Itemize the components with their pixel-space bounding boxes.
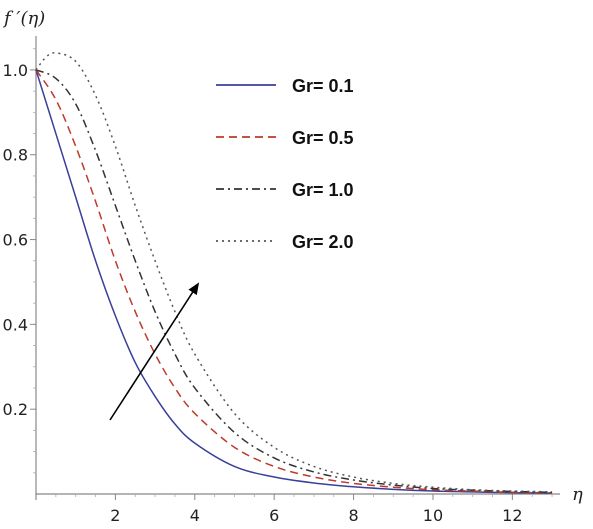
- x-tick-label: 2: [110, 506, 120, 525]
- y-tick-label: 0.2: [3, 400, 28, 419]
- y-tick-label: 0.4: [3, 315, 28, 334]
- x-tick-label: 12: [502, 506, 522, 525]
- x-tick-label: 4: [190, 506, 200, 525]
- series-group: [35, 52, 553, 494]
- legend: Gr= 0.1 Gr= 0.5 Gr= 1.0 Gr= 2.0: [216, 76, 354, 252]
- x-tick-label: 6: [269, 506, 279, 525]
- legend-label: Gr= 2.0: [292, 232, 354, 252]
- x-tick-label: 10: [423, 506, 443, 525]
- x-ticks: 2 4 6 8 10 12: [55, 494, 553, 525]
- legend-label: Gr= 0.1: [292, 76, 354, 96]
- series-line-3: [35, 69, 553, 494]
- legend-label: Gr= 0.5: [292, 128, 354, 148]
- series-line-1: [35, 69, 553, 494]
- increasing-gr-arrow: [109, 282, 200, 421]
- series-line-4: [35, 52, 553, 493]
- y-tick-label: 1.0: [3, 61, 28, 80]
- x-tick-label: 8: [348, 506, 358, 525]
- y-tick-label: 0.8: [3, 146, 28, 165]
- y-axis-title: f ′(η): [2, 8, 45, 29]
- legend-label: Gr= 1.0: [292, 180, 354, 200]
- y-ticks: 0.2 0.4 0.6 0.8 1.0: [3, 48, 36, 474]
- y-tick-label: 0.6: [3, 231, 28, 250]
- series-line-2: [35, 69, 553, 494]
- x-axis-title: η: [572, 484, 583, 505]
